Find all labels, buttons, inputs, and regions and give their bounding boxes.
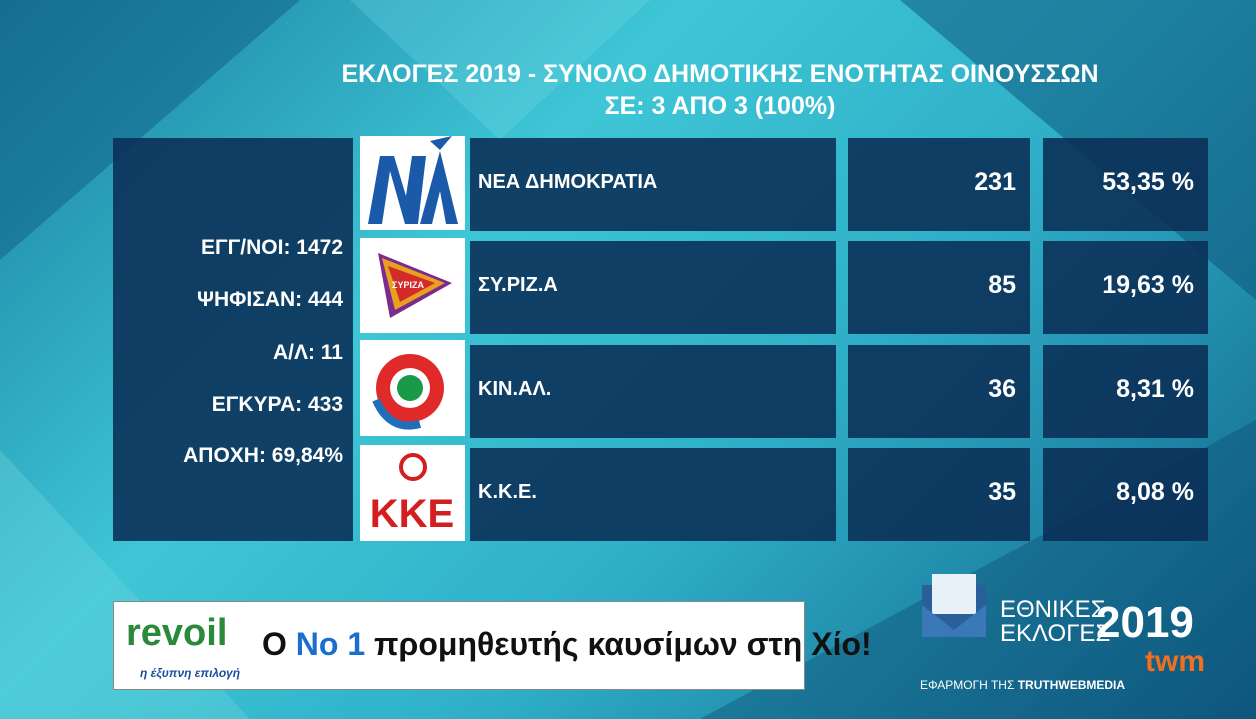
stats-panel: ΕΓΓ/ΝΟΙ: 1472 ΨΗΦΙΣΑΝ: 444 Α/Λ: 11 ΕΓΚΥΡ… <box>113 138 353 541</box>
party-name-cell: ΣΥ.ΡΙΖ.Α <box>470 241 836 334</box>
ad-slogan: Ο No 1 προμηθευτής καυσίμων στη Χίο! <box>262 626 872 663</box>
party-name: ΣΥ.ΡΙΖ.Α <box>478 274 558 296</box>
percent-cell: 19,63 % <box>1043 241 1208 334</box>
stat: Α/Λ: 11 <box>272 341 343 364</box>
party-name-cell: Κ.Κ.Ε. <box>470 448 836 541</box>
brand-lines: ΕΘΝΙΚΕΣ ΕΚΛΟΓΕΣ <box>1000 598 1110 646</box>
ad-tagline: η έξυπνη επιλογή <box>140 666 241 680</box>
percent-cell: 53,35 % <box>1043 138 1208 231</box>
stat: ΨΗΦΙΣΑΝ: 444 <box>196 288 343 311</box>
percent-cell: 8,08 % <box>1043 448 1208 541</box>
stat: ΕΓΓ/ΝΟΙ: 1472 <box>201 236 343 259</box>
percent: 19,63 % <box>1102 271 1194 299</box>
votes-cell: 231 <box>848 138 1030 231</box>
party-name: ΝΕΑ ΔΗΜΟΚΡΑΤΙΑ <box>478 171 658 193</box>
ad-slogan-start: Ο <box>262 626 296 662</box>
percent-cell: 8,31 % <box>1043 345 1208 438</box>
credit: ΕΦΑΡΜΟΓΗ ΤΗΣ TRUTHWEBMEDIA <box>920 678 1125 692</box>
brand-year: 2019 <box>1096 598 1194 647</box>
logo-text: ΚΚΕ <box>370 492 454 536</box>
party-name: ΚΙΝ.ΑΛ. <box>478 378 552 400</box>
pasok-logo <box>360 340 465 436</box>
votes-cell: 36 <box>848 345 1030 438</box>
votes: 231 <box>974 168 1016 196</box>
envelope-icon <box>922 574 986 637</box>
logo-text: ΣΥΡΙΖΑ <box>392 280 424 290</box>
brand-line: ΕΚΛΟΓΕΣ <box>1000 620 1111 647</box>
votes: 35 <box>988 478 1016 506</box>
ad-highlight: No 1 <box>295 626 366 662</box>
percent: 8,31 % <box>1116 375 1194 403</box>
credit-name: TRUTHWEBMEDIA <box>1017 678 1126 692</box>
stat: ΑΠΟΧΗ: 69,84% <box>183 444 343 467</box>
twm-logo: twm <box>1145 645 1205 678</box>
syriza-logo: ΣΥΡΙΖΑ <box>360 238 465 333</box>
party-name-cell: ΝΕΑ ΔΗΜΟΚΡΑΤΙΑ <box>470 138 836 231</box>
ad-banner: revoil η έξυπνη επιλογή Ο No 1 προμηθευτ… <box>113 601 872 690</box>
ad-brand: revoil <box>126 612 228 654</box>
party-name: Κ.Κ.Ε. <box>478 481 537 503</box>
votes: 85 <box>988 271 1016 299</box>
nd-logo <box>360 136 465 230</box>
stat: ΕΓΚΥΡΑ: 433 <box>211 393 343 416</box>
percent: 8,08 % <box>1116 478 1194 506</box>
votes-cell: 35 <box>848 448 1030 541</box>
credit-prefix: ΕΦΑΡΜΟΓΗ ΤΗΣ <box>920 678 1018 692</box>
percent: 53,35 % <box>1102 168 1194 196</box>
brand-line: ΕΘΝΙΚΕΣ <box>1000 596 1106 623</box>
title: ΕΚΛΟΓΕΣ 2019 - ΣΥΝΟΛΟ ΔΗΜΟΤΙΚΗΣ ΕΝΟΤΗΤΑΣ… <box>341 60 1099 88</box>
subtitle: ΣΕ: 3 ΑΠΟ 3 (100%) <box>604 92 836 120</box>
votes-cell: 85 <box>848 241 1030 334</box>
votes: 36 <box>988 375 1016 403</box>
party-name-cell: ΚΙΝ.ΑΛ. <box>470 345 836 438</box>
kke-logo: ΚΚΕ <box>360 445 465 541</box>
ad-slogan-end: προμηθευτής καυσίμων στη Χίο! <box>365 626 872 662</box>
